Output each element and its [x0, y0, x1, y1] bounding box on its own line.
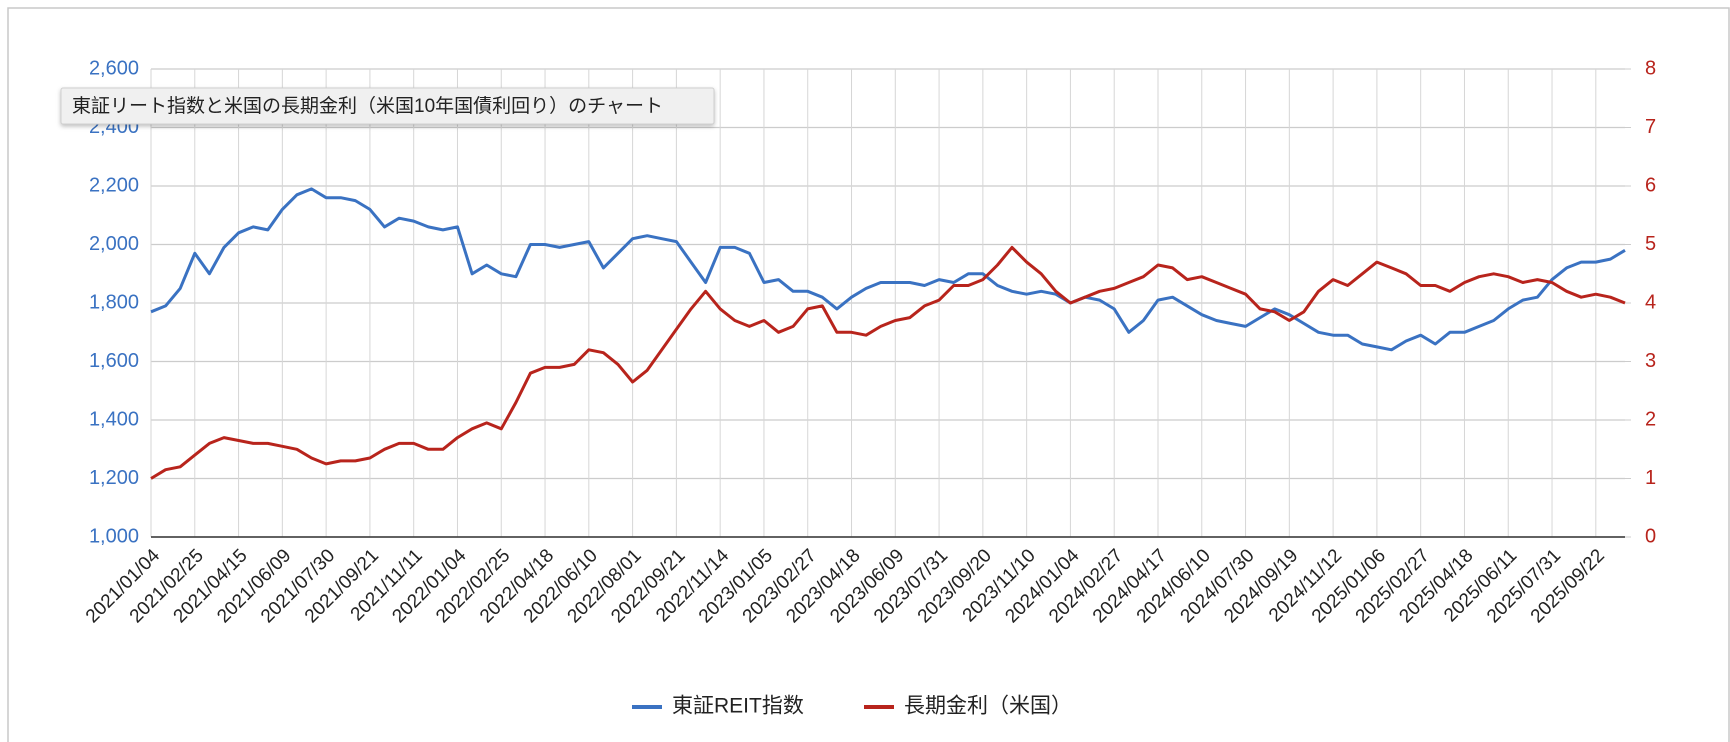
y2-tick-label: 3 — [1645, 350, 1656, 372]
frame — [7, 7, 1730, 742]
y-tick-label: 1,400 — [89, 408, 139, 430]
y-tick-label: 2,200 — [89, 174, 139, 196]
legend: 東証REIT指数 長期金利（米国） — [632, 695, 1072, 718]
series-line — [150, 187, 1626, 352]
y2-tick-label: 0 — [1645, 525, 1656, 547]
y-tick-label: 2,600 — [89, 57, 139, 79]
lines — [150, 187, 1626, 480]
y-tick-label: 2,000 — [89, 233, 139, 255]
y2-tick-label: 5 — [1645, 233, 1656, 255]
grid — [150, 68, 1631, 538]
title-background — [60, 87, 715, 125]
y2-tick-label: 8 — [1645, 57, 1656, 79]
y2-tick-label: 7 — [1645, 116, 1656, 138]
series-line — [150, 245, 1626, 480]
y2-tick-label: 6 — [1645, 174, 1656, 196]
y-tick-label: 1,800 — [89, 291, 139, 313]
y-tick-label: 1,600 — [89, 350, 139, 372]
y2-tick-label: 4 — [1645, 291, 1656, 313]
y2-tick-label: 2 — [1645, 408, 1656, 430]
title-box: 東証リート指数と米国の長期金利（米国10年国債利回り）のチャート — [60, 87, 715, 125]
y-tick-label: 1,000 — [89, 525, 139, 547]
chart-title: 東証リート指数と米国の長期金利（米国10年国債利回り）のチャート — [72, 95, 663, 117]
y2-tick-label: 1 — [1645, 467, 1656, 489]
y-tick-label: 1,200 — [89, 467, 139, 489]
legend-label: 長期金利（米国） — [904, 695, 1072, 718]
legend-label: 東証REIT指数 — [672, 695, 804, 718]
